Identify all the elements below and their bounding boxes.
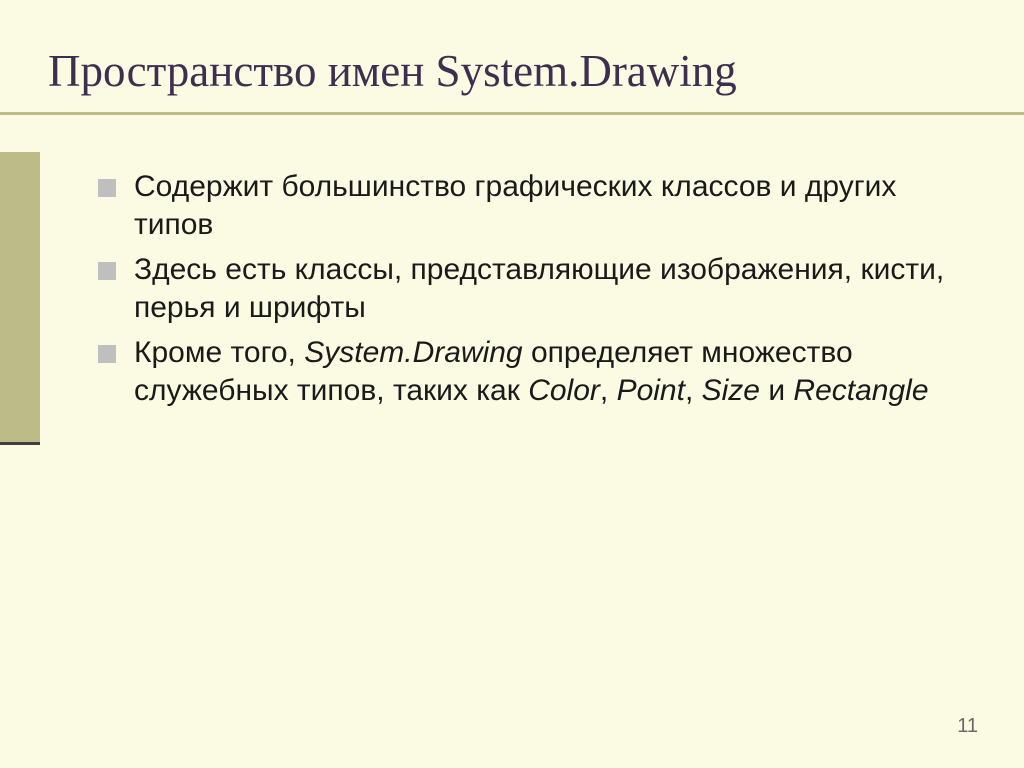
bullet-text: Кроме того, xyxy=(134,336,304,369)
bullet-item: Содержит большинство графических классов… xyxy=(98,168,964,245)
bullet-text-italic: Size xyxy=(702,374,760,407)
slide-title: Пространство имен System.Drawing xyxy=(48,46,976,98)
bullet-text: и xyxy=(760,374,793,407)
sidebar-accent-line xyxy=(0,442,40,477)
bullet-item: Здесь есть классы, представляющие изобра… xyxy=(98,251,964,328)
bullet-text-italic: Rectangle xyxy=(793,374,928,407)
sidebar-accent-block xyxy=(0,152,40,442)
bullet-text-italic: Point xyxy=(617,374,685,407)
title-underline xyxy=(0,112,1024,115)
bullet-text: , xyxy=(600,374,617,407)
bullet-text-italic: System.Drawing xyxy=(304,336,522,369)
title-region: Пространство имен System.Drawing xyxy=(48,46,976,98)
bullet-text: Здесь есть классы, представляющие изобра… xyxy=(134,253,944,324)
content-region: Содержит большинство графических классов… xyxy=(98,168,964,416)
bullet-item: Кроме того, System.Drawing определяет мн… xyxy=(98,334,964,411)
bullet-text-italic: Color xyxy=(528,374,600,407)
bullet-list: Содержит большинство графических классов… xyxy=(98,168,964,410)
bullet-text: Содержит большинство графических классов… xyxy=(134,170,896,241)
bullet-text: , xyxy=(685,374,702,407)
page-number: 11 xyxy=(957,715,978,738)
slide: Пространство имен System.Drawing Содержи… xyxy=(0,0,1024,768)
